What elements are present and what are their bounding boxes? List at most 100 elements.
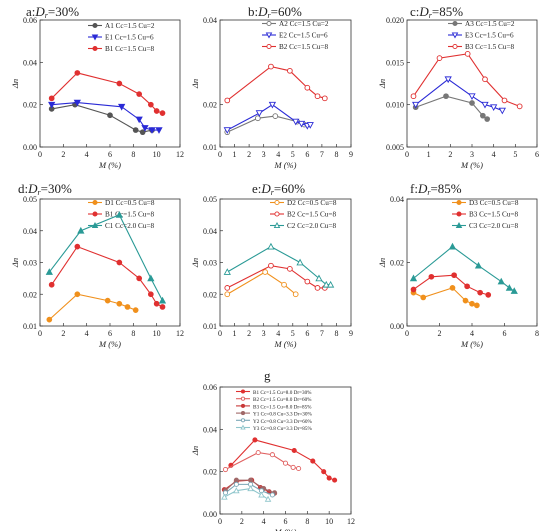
y-axis-label: Δn bbox=[190, 258, 200, 268]
y-tick-label: 0.04 bbox=[23, 58, 37, 67]
data-point bbox=[221, 493, 228, 500]
y-tick-label: 0.03 bbox=[23, 259, 37, 268]
data-point bbox=[255, 450, 261, 456]
chart-panel-b: b:Dr=60% 0 1 2 3 4 5 6 7 8 9 0.01 0.02 0.04 M (%) Δn A2 … bbox=[190, 4, 353, 170]
data-point bbox=[321, 95, 328, 102]
series-line bbox=[226, 65, 325, 101]
series-B3 bbox=[410, 272, 492, 298]
y-tick-label: 0.00 bbox=[390, 322, 404, 331]
x-tick-label: 8 bbox=[334, 329, 338, 338]
x-tick-label: 8 bbox=[535, 329, 539, 338]
x-tick-label: 6 bbox=[305, 150, 309, 159]
legend-swatch-marker bbox=[92, 22, 98, 29]
data-point bbox=[296, 258, 304, 266]
legend-swatch-marker bbox=[91, 34, 99, 41]
x-tick-label: 4 bbox=[492, 150, 496, 159]
data-point bbox=[147, 101, 154, 108]
x-tick-label: 3 bbox=[470, 150, 474, 159]
data-point bbox=[233, 481, 239, 487]
x-axis-label: M (%) bbox=[274, 339, 297, 349]
legend-label: B3 Cc=1.5 Cu=8 bbox=[465, 43, 514, 51]
x-tick-label: 6 bbox=[108, 329, 112, 338]
data-point bbox=[464, 51, 471, 57]
x-tick-label: 0 bbox=[38, 150, 42, 159]
x-tick-label: 2 bbox=[61, 150, 65, 159]
y-tick-label: 0.04 bbox=[203, 227, 217, 236]
y-tick-label: 0.03 bbox=[203, 259, 217, 268]
data-point bbox=[410, 286, 417, 293]
data-point bbox=[269, 452, 275, 458]
x-tick-label: 7 bbox=[320, 150, 324, 159]
y-tick-label: 0.04 bbox=[203, 16, 217, 25]
data-point bbox=[498, 107, 506, 115]
series-E3 bbox=[412, 76, 506, 115]
legend-label: B3 Cc=1.5 Cu=8 bbox=[469, 211, 518, 219]
y-axis-label: Δn bbox=[190, 446, 200, 456]
legend-swatch-marker bbox=[273, 222, 281, 229]
data-point bbox=[510, 287, 518, 294]
x-axis-label: M (%) bbox=[460, 160, 483, 170]
y-tick-label: 0.05 bbox=[203, 195, 217, 204]
x-tick-label: 2 bbox=[61, 329, 65, 338]
data-point bbox=[104, 297, 111, 304]
y-tick-label: 0.06 bbox=[23, 16, 37, 25]
data-point bbox=[73, 99, 81, 107]
data-point bbox=[282, 460, 289, 466]
x-tick-label: 4 bbox=[85, 329, 89, 338]
x-tick-label: 1 bbox=[427, 150, 431, 159]
data-point bbox=[74, 70, 81, 76]
x-tick-label: 6 bbox=[108, 150, 112, 159]
legend-label: A2 Cc=1.5 Cu=2 bbox=[279, 20, 329, 28]
legend-label: C1 Cc=2.0 Cu=8 bbox=[105, 222, 154, 230]
data-point bbox=[136, 275, 143, 282]
data-point bbox=[147, 291, 154, 298]
data-point bbox=[48, 101, 56, 109]
data-point bbox=[451, 272, 457, 279]
legend-label: Y1 Cc=0.8 Cu=3.3 Dr=30% bbox=[253, 412, 312, 418]
legend-label: D2 Cc=0.5 Cu=8 bbox=[287, 199, 337, 207]
series-B2 bbox=[224, 262, 328, 291]
legend-swatch-marker bbox=[452, 43, 458, 50]
data-point bbox=[409, 274, 418, 282]
legend-label: E1 Cc=1.5 Cu=6 bbox=[105, 34, 154, 42]
chart-panel-c: c:Dr=85% 0 1 2 3 4 5 6 0.005 0.010 0.015 0.020 M (%)… bbox=[377, 4, 539, 170]
legend-swatch-marker bbox=[265, 32, 273, 39]
data-point bbox=[443, 93, 449, 100]
legend-label: A1 Cc=1.5 Cu=2 bbox=[105, 22, 155, 30]
legend-swatch-marker bbox=[452, 20, 458, 27]
y-tick-label: 0.04 bbox=[23, 227, 37, 236]
y-axis-label: Δn bbox=[10, 79, 20, 89]
data-point bbox=[74, 291, 81, 298]
x-tick-label: 2 bbox=[247, 329, 251, 338]
data-point bbox=[248, 477, 254, 483]
data-point bbox=[155, 127, 163, 134]
x-axis-label: M (%) bbox=[460, 339, 483, 349]
data-point bbox=[464, 283, 470, 290]
data-point bbox=[148, 127, 156, 134]
panel-title: e:Dr=60% bbox=[252, 181, 305, 197]
series-D3 bbox=[410, 285, 480, 309]
y-axis-label: Δn bbox=[10, 258, 20, 268]
data-point bbox=[444, 76, 452, 84]
series-line bbox=[227, 245, 331, 286]
y-tick-label: 0.05 bbox=[23, 195, 37, 204]
legend-label: B2 Cc=1.5 Cu=8 bbox=[279, 43, 328, 51]
y-tick-label: 0.04 bbox=[203, 425, 217, 434]
y-tick-label: 0.015 bbox=[386, 58, 404, 67]
data-point bbox=[310, 458, 316, 464]
data-point bbox=[118, 103, 126, 111]
x-tick-label: 3 bbox=[262, 329, 266, 338]
series-C2 bbox=[223, 242, 335, 288]
data-point bbox=[469, 100, 475, 106]
data-point bbox=[314, 93, 321, 100]
x-tick-label: 5 bbox=[291, 150, 295, 159]
data-point bbox=[315, 274, 323, 282]
data-point bbox=[462, 297, 469, 304]
legend-label: B3 Cc=1.5 Cu=8.0 Dr=85% bbox=[253, 404, 312, 410]
legend-label: B2 Cc=1.5 Cu=8.0 Dr=60% bbox=[253, 397, 312, 403]
legend-swatch-marker bbox=[274, 199, 280, 206]
data-point bbox=[48, 281, 55, 288]
x-tick-label: 12 bbox=[176, 150, 184, 159]
x-tick-label: 10 bbox=[153, 150, 161, 159]
data-point bbox=[159, 110, 166, 116]
